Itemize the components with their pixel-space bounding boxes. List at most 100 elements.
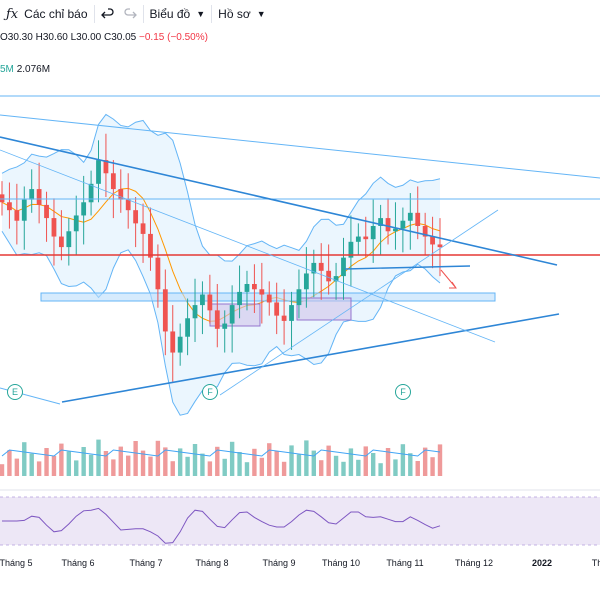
volume-bar [66, 451, 72, 476]
chevron-down-icon: ▼ [256, 9, 266, 19]
volume-legend: 5M 2.076M [0, 64, 50, 75]
candle-body [73, 215, 79, 232]
legend-low: L30.00 [70, 32, 102, 43]
candle-body [430, 236, 435, 245]
volume-bar [59, 443, 64, 476]
legend-open: O30.30 [0, 32, 33, 43]
candle-body [148, 233, 153, 258]
x-tick: 2022 [531, 558, 553, 568]
candle-body [44, 204, 49, 219]
downtrend-line [0, 136, 558, 266]
event-marker[interactable]: E [7, 384, 23, 400]
ohlc-legend: O30.30 H30.60 L30.00 C30.05 −0.15 (−0.50… [0, 32, 208, 43]
volume-bar [437, 444, 443, 476]
arrow-down-icon [440, 269, 457, 289]
candle-body [96, 160, 101, 184]
candle-body [289, 305, 294, 321]
channel-line [219, 209, 499, 396]
volume-bar [378, 463, 383, 476]
volume-bar [244, 462, 250, 476]
volume-bar [400, 444, 406, 476]
rsi-line [2, 507, 441, 544]
volume-bar [22, 442, 27, 476]
volume-bar [148, 456, 153, 476]
candle-body [118, 189, 124, 200]
candle-body [133, 210, 139, 224]
event-marker[interactable]: F [395, 384, 411, 400]
volume-bar [14, 458, 20, 476]
volume-bar [348, 448, 354, 476]
x-tick: Th [591, 558, 600, 568]
volume-bar [319, 460, 324, 476]
volume-bar [133, 441, 138, 476]
candle-body [185, 318, 190, 337]
volume-bar [51, 455, 57, 476]
volume-value: 2.076M [16, 64, 51, 75]
chart-menu-button[interactable]: Biểu đồ ▼ [150, 0, 206, 28]
event-marker[interactable]: F [202, 384, 218, 400]
profile-menu-label: Hồ sơ [218, 7, 251, 21]
candle-body [355, 236, 361, 242]
indicators-button[interactable]: ƒx Các chỉ báo [0, 0, 88, 28]
candle-body [229, 305, 235, 324]
candle-body [7, 202, 12, 211]
legend-change: −0.15 (−0.50%) [139, 32, 208, 43]
volume-bar [170, 461, 175, 476]
volume-bar [200, 453, 205, 476]
volume-bar [163, 447, 168, 476]
candle-body [29, 189, 35, 200]
candle-body [266, 294, 272, 303]
candle-body [385, 218, 391, 232]
volume-bar [289, 445, 294, 476]
volume-bar [296, 454, 302, 476]
volume-bar [7, 450, 12, 476]
rsi-band [0, 497, 600, 545]
profile-menu-button[interactable]: Hồ sơ ▼ [218, 0, 265, 28]
candle-body [378, 218, 384, 226]
candle-body [207, 294, 213, 311]
candle-body [200, 294, 205, 306]
candle-body [36, 189, 42, 205]
redo-icon [123, 8, 137, 19]
volume-bar [252, 448, 257, 476]
candle-body [281, 315, 287, 321]
redo-button[interactable] [123, 0, 137, 28]
volume-bar [192, 444, 198, 476]
indicators-label: Các chỉ báo [24, 7, 88, 21]
volume-bar [155, 440, 161, 476]
x-tick: Tháng 5 [0, 558, 33, 568]
volume-bar [430, 457, 435, 476]
rsi-layer [0, 489, 600, 546]
candle-body [252, 284, 257, 290]
time-axis: Tháng 5 Tháng 6 Tháng 7 Tháng 8 Tháng 9 … [0, 552, 600, 600]
volume-bar [356, 459, 361, 476]
chart-menu-label: Biểu đồ [149, 7, 191, 21]
volume-bar [408, 453, 413, 476]
volume-ma [1, 449, 441, 457]
volume-bar [333, 455, 339, 476]
volume-bar [29, 453, 34, 476]
volume-bar [44, 448, 49, 476]
drawings-layer [0, 95, 600, 405]
volume-bar [385, 448, 391, 476]
candle-body [415, 212, 421, 226]
toolbar-divider [93, 5, 95, 23]
candle-body [407, 212, 413, 221]
candle-body [58, 236, 64, 248]
volume-bar [103, 451, 109, 476]
undo-button[interactable] [100, 0, 115, 28]
candle-body [110, 173, 116, 190]
price-chart[interactable] [0, 0, 600, 552]
candle-body [14, 210, 20, 221]
volume-bar [393, 459, 398, 476]
candle-body [296, 289, 302, 306]
neckline [344, 265, 471, 270]
volume-bar [81, 447, 86, 476]
candle-body [88, 183, 94, 203]
volume-bar [215, 446, 220, 476]
volume-bar [422, 447, 428, 476]
volume-prefix: 5M [0, 64, 14, 75]
uptrend-line [61, 313, 560, 403]
volume-bar [281, 461, 287, 476]
candles-layer [0, 133, 443, 382]
